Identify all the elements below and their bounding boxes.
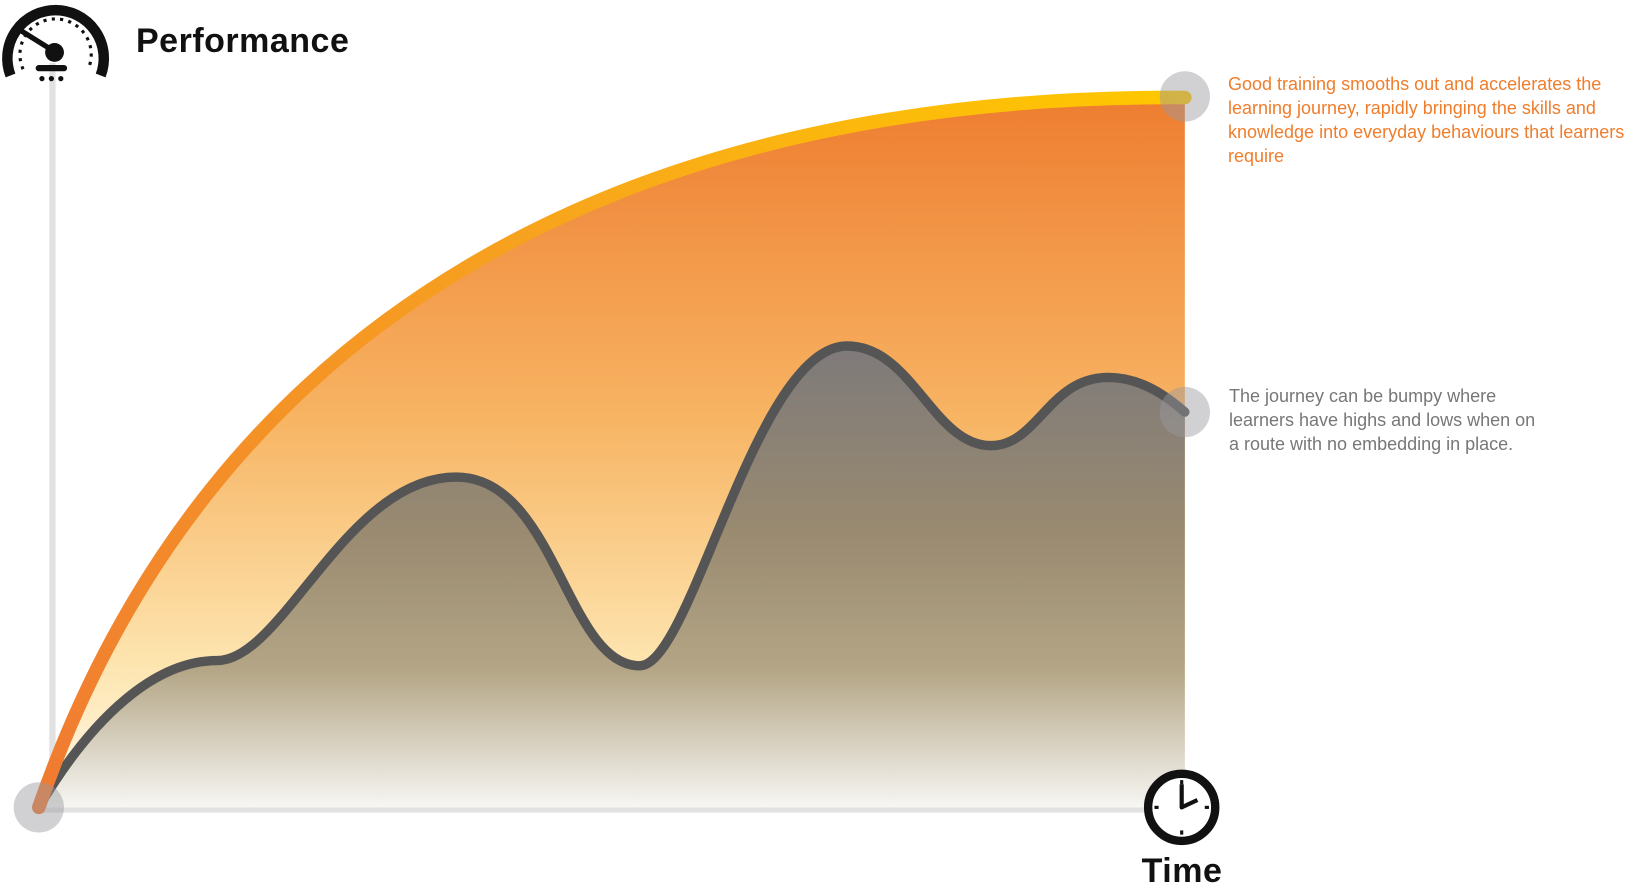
bumpy-area [38,346,1185,808]
start-dot [13,782,64,833]
bumpy-annotation: The journey can be bumpy where learners … [1229,386,1536,454]
bumpy-end-dot [1159,386,1211,438]
y-axis-title: Performance [136,22,350,60]
bumpy-line [34,341,1190,813]
speedometer-icon [2,4,110,82]
good-annotation: Good training smooths out and accelerate… [1228,74,1625,166]
good-end-dot [1159,71,1211,122]
clock-icon [1143,769,1220,846]
x-axis-title: Time [1141,852,1223,890]
good-line [31,90,1192,815]
